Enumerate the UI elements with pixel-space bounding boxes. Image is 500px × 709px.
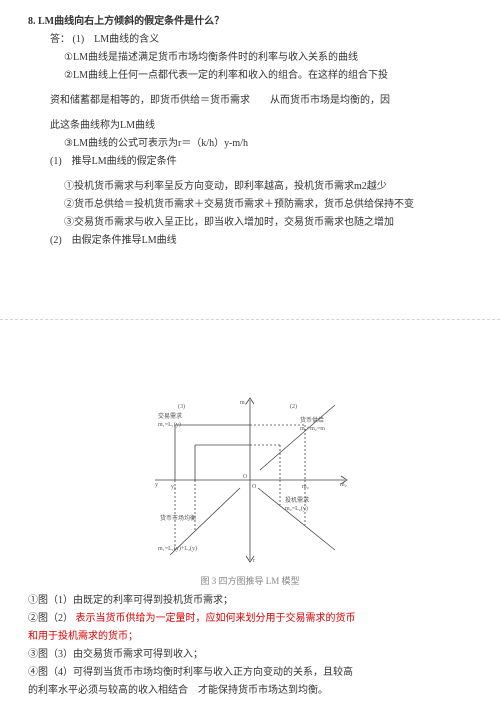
- s2-1: ①投机货币需求与利率呈反方向变动，即利率越高，投机货币需求m2越少: [28, 179, 472, 194]
- p2-l3: ③图（3）由交易货币需求可得到收入；: [28, 647, 472, 662]
- question-line: 8. LM曲线向右上方倾斜的假定条件是什么？: [28, 14, 472, 29]
- s1-2b: 资和储蓄都是相等的，即货币供给＝货币需求 从而货币市场是均衡的，因: [28, 93, 472, 108]
- br1: 投机需求: [285, 496, 309, 504]
- p2-l2red: 表示当货币供给为一定量时，应如何来划分用于交易需求的货币: [76, 613, 356, 624]
- br2: m₂=L₂(y): [285, 505, 308, 512]
- bl1: 货币市场均衡: [160, 514, 196, 522]
- s3: (2) 由假定条件推导LM曲线: [28, 233, 472, 248]
- p2-l2: ②图（2） 表示当货币供给为一定量时，应如何来划分用于交易需求的货币: [28, 611, 472, 626]
- q-num: 8.: [28, 16, 36, 27]
- figure-caption: 图 3 四方图推导 LM 模型: [28, 574, 472, 587]
- s2-3: ③交易货币需求与收入呈正比，即当收入增加时，交易货币需求也随之增加: [28, 215, 472, 230]
- bl2: m₁=L₁(y)+L₂(y): [158, 545, 197, 552]
- s1-1: ①LM曲线是描述满足货币市场均衡条件时的利率与收入关系的曲线: [28, 50, 472, 65]
- s1-2c: 此这条曲线称为LM曲线: [28, 118, 472, 133]
- p2-l2b: 和用于投机需求的货币；: [28, 629, 472, 644]
- r-lab: r: [253, 558, 255, 564]
- tr1: 货币供给: [300, 416, 324, 424]
- O2: O: [243, 474, 248, 480]
- page-top: 8. LM曲线向右上方倾斜的假定条件是什么？ 答： (1) LM曲线的含义 ①L…: [0, 0, 500, 259]
- tr2: m₁=m₂=m: [300, 426, 325, 432]
- s1: (1) LM曲线的含义: [73, 34, 160, 45]
- tl1: 交易需求: [158, 412, 182, 420]
- tr-top: (2): [290, 403, 297, 410]
- m0: m₀: [302, 484, 309, 490]
- ans-label: 答：: [50, 34, 70, 45]
- answer-line: 答： (1) LM曲线的含义: [28, 32, 472, 47]
- p2-l2a: ②图（2）: [28, 613, 73, 624]
- y-lab: y: [155, 482, 158, 488]
- q-title: LM曲线向右上方倾斜的假定条件是什么？: [38, 16, 224, 27]
- m1-top: m₁: [240, 400, 247, 406]
- p2-l4: ④图（4）可得到当货币市场均衡时利率与收入正方向变动的关系，且较高: [28, 665, 472, 680]
- y0: y₀: [171, 484, 176, 490]
- tl-top: (3): [178, 403, 185, 410]
- s1-3: ③LM曲线的公式可表示为r＝（k/h）y-m/h: [28, 136, 472, 151]
- four-quadrant-svg: (3) 交易需求 m₁=L₁(y) (2) 货币供给 m₁=m₂=m 货币市场均…: [140, 390, 360, 570]
- figure: (3) 交易需求 m₁=L₁(y) (2) 货币供给 m₁=m₂=m 货币市场均…: [140, 390, 360, 570]
- s1-2: ②LM曲线上任何一点都代表一定的利率和收入的组合。在这样的组合下投: [28, 68, 472, 83]
- m2-r: m₂: [340, 482, 347, 488]
- page-separator: [0, 319, 500, 320]
- O1: O: [252, 484, 257, 490]
- page-bottom: (3) 交易需求 m₁=L₁(y) (2) 货币供给 m₁=m₂=m 货币市场均…: [0, 370, 500, 709]
- s2: (1) 推导LM曲线的假定条件: [28, 154, 472, 169]
- p2-l5: 的利率水平必须与较高的收入相结合 才能保持货币市场达到均衡。: [28, 683, 472, 698]
- s2-2: ②货币总供给＝投机货币需求＋交易货币需求＋预防需求，货币总供给保持不变: [28, 197, 472, 212]
- tl2: m₁=L₁(y): [158, 421, 181, 428]
- p2-l1: ①图（1）由既定的利率可得到投机货币需求；: [28, 593, 472, 608]
